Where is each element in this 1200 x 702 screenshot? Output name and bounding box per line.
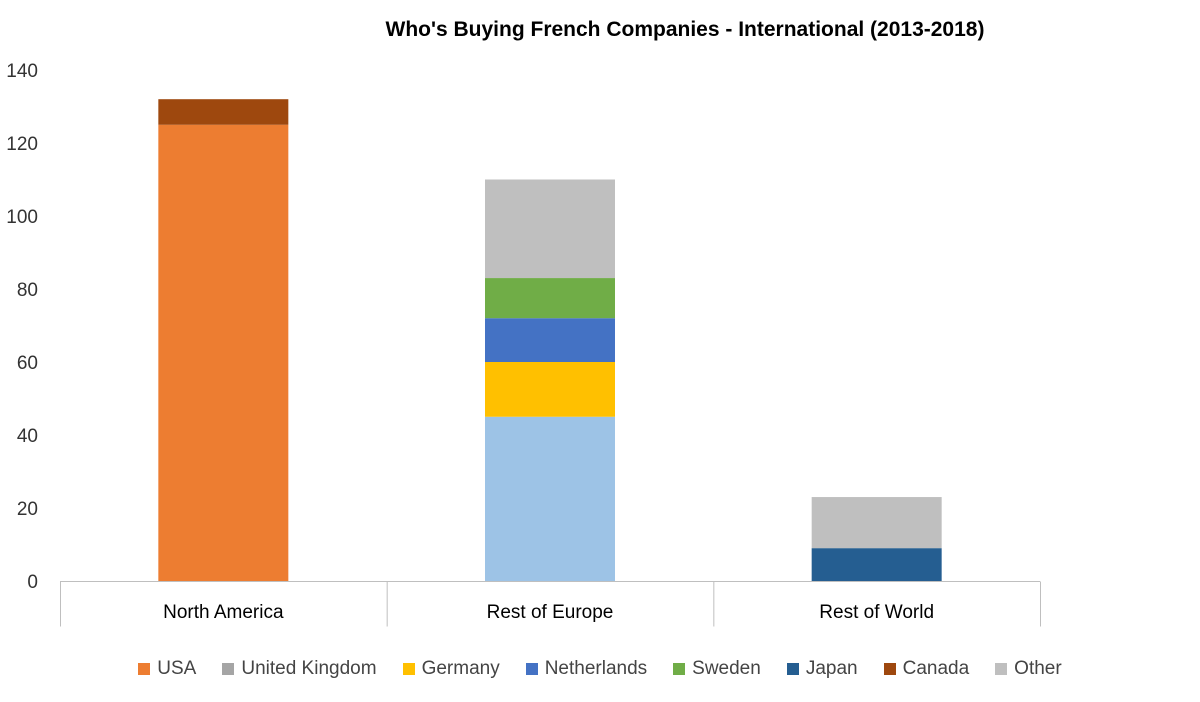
legend-item: Netherlands — [525, 658, 648, 680]
legend-item: Canada — [883, 658, 970, 680]
y-tick-label: 40 — [17, 426, 38, 447]
bar-segment — [158, 99, 289, 125]
y-tick-label: 120 — [6, 134, 38, 155]
bar-segment — [811, 548, 942, 581]
legend-swatch — [402, 663, 415, 675]
y-axis-ticks: 0 20 40 60 80 100 120 140 — [6, 61, 38, 593]
legend-swatch — [222, 663, 235, 675]
legend-item: Japan — [786, 658, 858, 680]
y-tick-label: 0 — [27, 572, 38, 593]
bar-stacks — [158, 99, 942, 581]
legend-item: Sweden — [673, 658, 761, 680]
chart-title: Who's Buying French Companies - Internat… — [385, 18, 985, 41]
bar-segment — [485, 179, 615, 279]
x-axis-labels: North America Rest of Europe Rest of World — [163, 602, 934, 623]
legend-swatch — [995, 663, 1008, 675]
plot-frame — [60, 581, 1041, 627]
bar-segment — [485, 416, 615, 581]
legend-label: Netherlands — [544, 658, 648, 679]
legend-item: Other — [995, 658, 1062, 680]
x-category-label: North America — [163, 602, 284, 623]
legend-label: Japan — [805, 658, 858, 679]
y-tick-label: 140 — [6, 61, 38, 82]
x-category-label: Rest of Europe — [487, 602, 614, 623]
legend: USA United Kingdom Germany Netherlands Swede… — [0, 658, 1200, 680]
legend-swatch — [525, 663, 538, 675]
x-category-label: Rest of World — [819, 602, 934, 623]
y-tick-label: 20 — [17, 499, 38, 520]
legend-item: USA — [138, 658, 196, 680]
legend-swatch — [138, 663, 151, 675]
bar-segment — [485, 318, 615, 362]
y-tick-label: 100 — [6, 207, 38, 228]
legend-label: Other — [1014, 658, 1062, 679]
legend-label: Sweden — [692, 658, 761, 679]
legend-label: Germany — [421, 658, 500, 679]
legend-swatch — [673, 663, 686, 675]
legend-item: Germany — [402, 658, 500, 680]
y-tick-label: 60 — [17, 353, 38, 374]
legend-item: United Kingdom — [222, 658, 377, 680]
legend-label: USA — [157, 658, 197, 679]
bar-segment — [811, 497, 942, 549]
y-tick-label: 80 — [17, 280, 38, 301]
legend-label: Canada — [902, 658, 970, 679]
legend-swatch — [786, 663, 799, 675]
legend-label: United Kingdom — [241, 658, 377, 679]
bar-segment — [158, 124, 289, 581]
bar-segment — [485, 362, 615, 417]
bar-segment — [485, 278, 615, 319]
legend-swatch — [883, 663, 896, 675]
